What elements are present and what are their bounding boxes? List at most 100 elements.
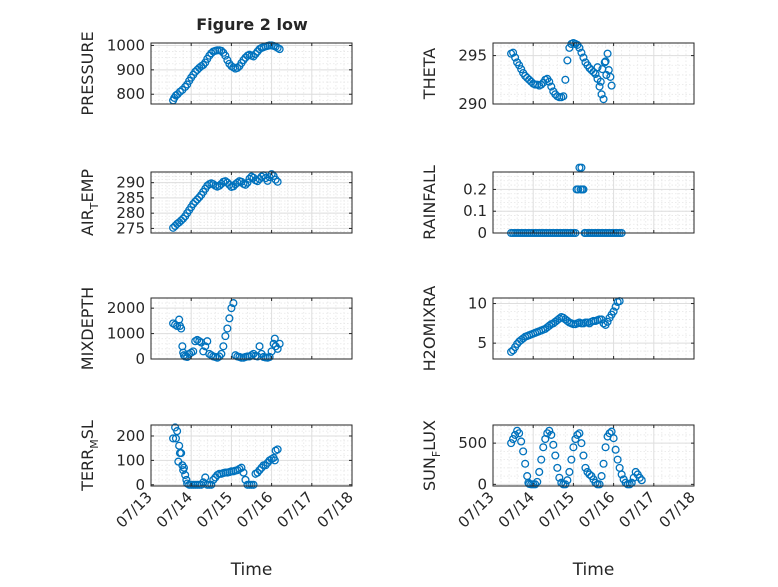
data-point bbox=[533, 477, 542, 486]
data-point bbox=[195, 193, 204, 202]
data-point bbox=[597, 472, 606, 481]
y-tick-label: 0 bbox=[477, 224, 487, 242]
y-axis-label: AIRTEMP bbox=[78, 169, 101, 236]
axes-box bbox=[492, 424, 695, 487]
data-point bbox=[555, 473, 564, 482]
data-point bbox=[605, 429, 614, 438]
data-point bbox=[577, 439, 586, 448]
data-point bbox=[549, 440, 558, 449]
data-point bbox=[606, 72, 615, 81]
data-point bbox=[203, 337, 212, 346]
data-point bbox=[253, 177, 262, 186]
x-tick-label: 07/13 bbox=[113, 488, 156, 531]
data-point bbox=[577, 48, 586, 57]
data-point bbox=[596, 77, 605, 86]
data-point bbox=[595, 82, 604, 91]
x-tick-label: 07/16 bbox=[575, 488, 618, 531]
data-point bbox=[201, 342, 210, 351]
data-point bbox=[171, 434, 180, 443]
data-point bbox=[223, 178, 232, 187]
data-point bbox=[603, 317, 612, 326]
data-point bbox=[551, 451, 560, 460]
data-point bbox=[189, 199, 198, 209]
data-point bbox=[579, 53, 588, 62]
subplot-h2omixra: 5 10 H2OMIXRA bbox=[420, 286, 695, 371]
y-tick-label: 290 bbox=[116, 174, 145, 192]
data-point bbox=[515, 429, 524, 438]
x-tick-label: 07/18 bbox=[314, 488, 357, 531]
data-point bbox=[637, 476, 646, 485]
series-sun_flux bbox=[507, 426, 646, 489]
data-point bbox=[275, 45, 284, 54]
y-tick-label: 2000 bbox=[107, 299, 145, 317]
data-point bbox=[221, 51, 230, 60]
data-point bbox=[193, 195, 202, 204]
axes-box bbox=[492, 297, 695, 360]
x-tick-label: 07/14 bbox=[495, 488, 538, 531]
data-point bbox=[233, 63, 242, 72]
plot-area-rainfall bbox=[492, 171, 695, 234]
data-point bbox=[579, 451, 588, 460]
subplot-pressure: 800 900 1000 PRESSURE bbox=[78, 31, 353, 116]
data-point bbox=[199, 60, 208, 70]
subplot-mixdepth: 0 1000 2000 MIXDEPTH bbox=[78, 287, 353, 370]
data-point bbox=[227, 304, 236, 313]
data-point bbox=[563, 316, 572, 326]
plot-area-sun_flux bbox=[492, 424, 695, 487]
y-tick-label: 10 bbox=[468, 295, 487, 313]
data-point bbox=[565, 43, 574, 52]
data-point bbox=[249, 480, 258, 489]
data-point bbox=[271, 175, 280, 184]
y-tick-label: 0 bbox=[135, 476, 145, 494]
y-axis-label: SUNFLUX bbox=[420, 420, 443, 491]
y-tick-label: 275 bbox=[116, 219, 145, 237]
data-point bbox=[613, 455, 622, 464]
y-tick-label: 280 bbox=[116, 204, 145, 222]
data-point bbox=[537, 455, 546, 464]
data-point bbox=[559, 92, 568, 101]
data-point bbox=[561, 75, 570, 84]
data-point bbox=[255, 466, 264, 475]
y-tick-label: 1000 bbox=[107, 325, 145, 343]
data-point bbox=[253, 468, 262, 477]
data-point bbox=[270, 334, 279, 343]
data-point bbox=[535, 467, 544, 477]
subplot-theta: 290 295 THETA bbox=[420, 38, 695, 113]
y-axis-label: RAINFALL bbox=[420, 165, 439, 240]
y-tick-label: 0.1 bbox=[463, 202, 487, 220]
data-point bbox=[545, 321, 554, 330]
data-point bbox=[169, 434, 178, 443]
data-point bbox=[181, 82, 190, 91]
y-tick-label: 285 bbox=[116, 189, 145, 207]
data-point bbox=[563, 56, 572, 65]
data-point bbox=[241, 475, 250, 484]
y-tick-label: 1000 bbox=[107, 36, 145, 54]
data-point bbox=[602, 70, 611, 80]
data-point bbox=[261, 461, 270, 470]
data-point bbox=[517, 437, 526, 446]
data-point bbox=[257, 463, 266, 472]
data-point bbox=[273, 177, 282, 186]
data-point bbox=[507, 347, 516, 356]
axes-box bbox=[150, 424, 353, 487]
data-point bbox=[579, 185, 588, 194]
data-point bbox=[599, 319, 608, 328]
axes-box bbox=[150, 42, 353, 105]
data-point bbox=[255, 342, 264, 351]
subplot-rainfall: 0 0.1 0.2 RAINFALL bbox=[420, 163, 695, 242]
data-point bbox=[179, 463, 189, 472]
axes-box bbox=[150, 297, 353, 360]
data-point bbox=[273, 344, 282, 353]
data-point bbox=[173, 427, 182, 436]
data-point bbox=[573, 430, 582, 439]
data-point bbox=[205, 51, 214, 60]
y-tick-label: 500 bbox=[458, 434, 487, 452]
data-point bbox=[611, 302, 620, 311]
series-h2omixra bbox=[507, 297, 624, 356]
data-point bbox=[589, 67, 598, 77]
x-axis-label: Time bbox=[572, 560, 615, 580]
data-point bbox=[593, 63, 602, 72]
data-point bbox=[209, 475, 218, 484]
data-point bbox=[507, 439, 516, 448]
